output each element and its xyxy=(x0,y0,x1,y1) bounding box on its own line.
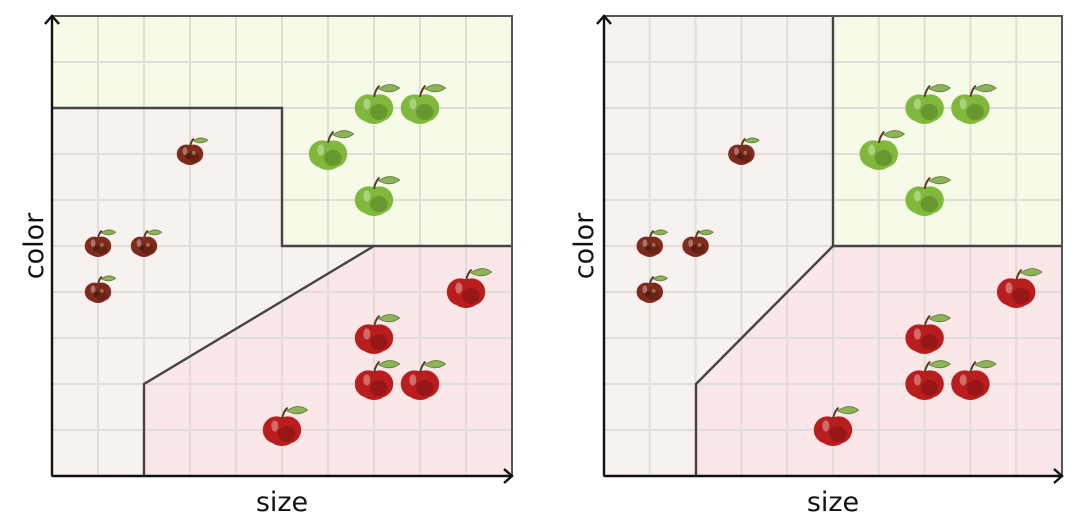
y-axis-arrow xyxy=(44,14,60,25)
red-apple-icon xyxy=(997,268,1043,308)
red-apple-icon xyxy=(354,360,401,400)
rotten-apple-icon xyxy=(84,229,117,257)
y-axis-arrow xyxy=(596,14,612,25)
red-apple-icon xyxy=(446,268,493,308)
green-apple-icon xyxy=(354,84,401,124)
decision-boundary-line xyxy=(142,244,375,476)
x-axis-label: size xyxy=(256,487,308,518)
apple-layer xyxy=(636,84,1043,446)
green-apple-icon xyxy=(951,84,997,124)
red-apple-icon xyxy=(354,314,401,354)
x-axis-label: size xyxy=(807,487,859,518)
rotten-apple-icon xyxy=(728,137,760,165)
apple-layer xyxy=(84,84,493,446)
green-apple-icon xyxy=(905,84,951,124)
rotten-apple-icon xyxy=(130,229,163,257)
decision-boundary-line xyxy=(694,245,834,476)
red-apple-icon xyxy=(951,360,997,400)
decision-boundary-panel-left: color size xyxy=(19,14,514,518)
red-apple-icon xyxy=(813,406,860,446)
green-apple-icon xyxy=(308,130,355,170)
green-apple-icon xyxy=(859,130,906,170)
green-apple-icon xyxy=(905,176,951,216)
decision-boundary-line xyxy=(52,106,512,248)
rotten-apple-icon xyxy=(176,137,209,165)
rotten-apple-icon xyxy=(682,229,714,257)
x-axis-arrow xyxy=(503,468,514,484)
x-axis-arrow xyxy=(1053,468,1064,484)
green-apple-icon xyxy=(400,84,447,124)
rotten-apple-icon xyxy=(84,275,117,303)
green-apple-icon xyxy=(354,176,401,216)
red-apple-icon xyxy=(400,360,447,400)
y-axis-label: color xyxy=(19,212,50,279)
axes xyxy=(596,14,1064,484)
y-axis-label: color xyxy=(569,212,600,279)
rotten-apple-icon xyxy=(636,229,669,257)
red-apple-icon xyxy=(905,314,951,354)
red-apple-icon xyxy=(905,360,951,400)
axes xyxy=(44,14,514,484)
rotten-apple-icon xyxy=(636,275,669,303)
red-apple-icon xyxy=(262,406,309,446)
